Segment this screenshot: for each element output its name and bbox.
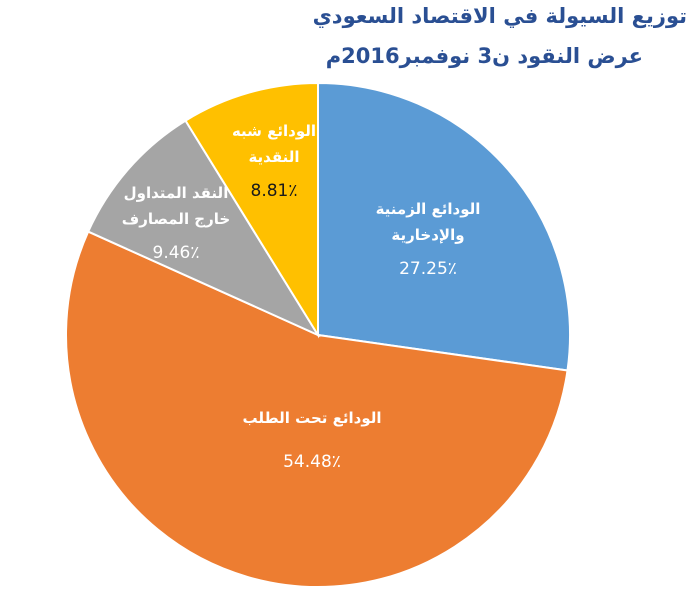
slice-value-label-2: 9.46٪	[153, 243, 200, 263]
pie-labels: الودائع الزمنية والإدخارية 27.25٪ الودائع ت…	[122, 122, 481, 472]
slice-label-2-line-1: خارج المصارف	[122, 210, 230, 228]
slice-value-label-1: 54.48٪	[283, 452, 341, 472]
chart-title: توزيع السيولة في الاقتصاد السعودي	[312, 4, 687, 28]
slice-value-label-0: 27.25٪	[399, 259, 457, 279]
slice-label-0-line-1: والإدخارية	[391, 226, 464, 244]
slice-label-2-line-0: النقد المتداول	[124, 184, 229, 202]
slice-label-3-line-1: النقدية	[248, 148, 299, 166]
pie-slice-2	[86, 119, 321, 338]
chart-subtitle: عرض النقود ن3 نوفمبر2016م	[325, 44, 643, 68]
slice-label-1-line-0: الودائع تحت الطلب	[242, 409, 381, 427]
slice-value-label-3: 8.81٪	[251, 181, 298, 201]
slice-label-3-line-0: الودائع شبه	[232, 122, 316, 140]
pie-slices	[65, 81, 571, 588]
slice-label-0-line-0: الودائع الزمنية	[376, 200, 481, 218]
pie-slice-0	[317, 81, 571, 372]
pie-slice-1	[65, 230, 569, 588]
pie-slice-3	[184, 81, 319, 339]
